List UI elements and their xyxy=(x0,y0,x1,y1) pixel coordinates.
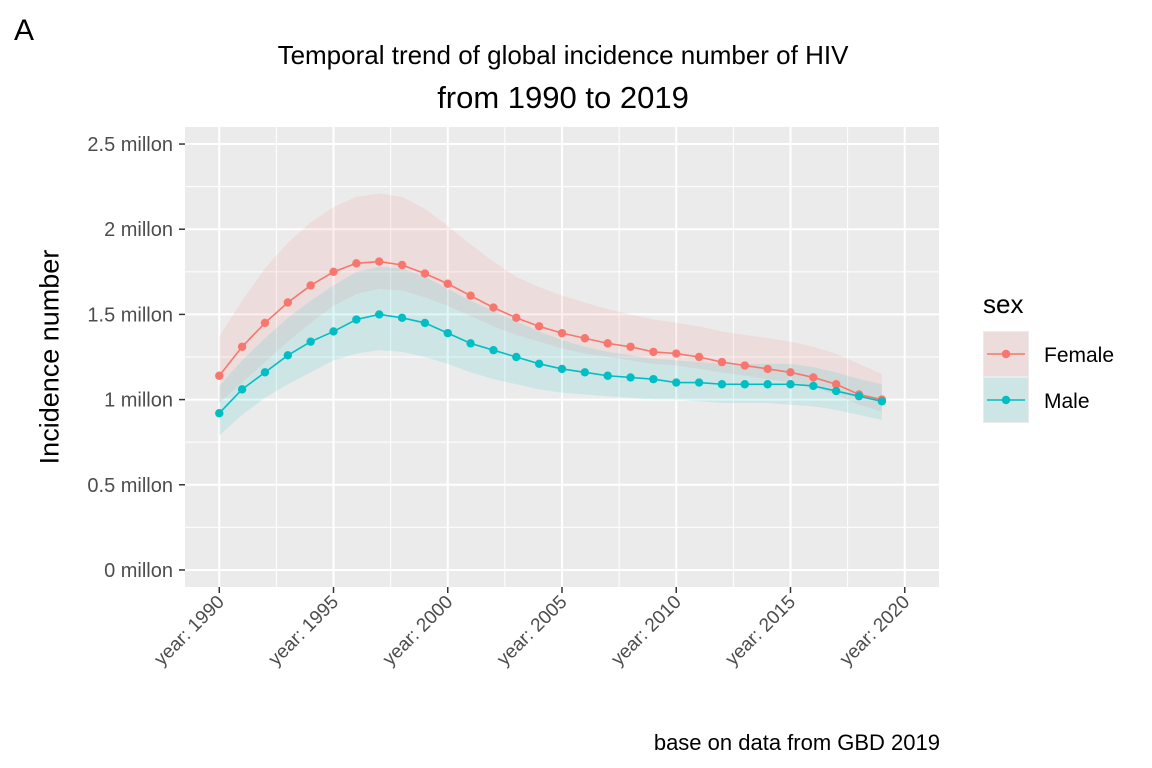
point-male-1993 xyxy=(283,351,293,360)
chart-caption: base on data from GBD 2019 xyxy=(653,730,940,755)
point-male-1998 xyxy=(397,313,407,323)
point-female-2011 xyxy=(694,352,704,362)
y-tick-label: 2.5 millon xyxy=(87,134,173,156)
point-male-2003 xyxy=(512,352,521,362)
point-male-1990 xyxy=(215,409,224,418)
point-male-2009 xyxy=(649,374,658,384)
point-male-1995 xyxy=(329,327,338,336)
point-male-2004 xyxy=(534,359,544,369)
x-tick-label: year: 2010 xyxy=(607,592,685,670)
point-female-2009 xyxy=(649,347,658,357)
point-male-1996 xyxy=(352,315,361,324)
grid-major xyxy=(185,127,939,587)
point-male-1999 xyxy=(420,318,430,328)
point-male-2011 xyxy=(694,378,704,387)
point-male-2005 xyxy=(557,364,567,374)
x-tick-label: year: 1995 xyxy=(265,592,343,670)
point-male-2006 xyxy=(580,368,590,377)
point-male-1992 xyxy=(260,368,270,377)
series-points xyxy=(215,257,887,418)
chart-title: Temporal trend of global incidence numbe… xyxy=(277,40,849,70)
confidence-ribbons xyxy=(219,193,882,436)
legend-key-point-male xyxy=(1001,395,1011,405)
point-female-2003 xyxy=(512,313,521,323)
point-female-1998 xyxy=(397,260,407,270)
point-female-2006 xyxy=(580,334,590,343)
point-female-1996 xyxy=(352,259,361,268)
panel-tag: A xyxy=(14,14,35,47)
point-female-2010 xyxy=(672,349,681,358)
point-female-1992 xyxy=(260,318,270,328)
x-tick-label: year: 2015 xyxy=(722,592,800,670)
point-male-2012 xyxy=(717,380,727,389)
point-female-2015 xyxy=(786,368,795,377)
x-tick-label: year: 2005 xyxy=(493,592,571,670)
y-tick-label: 0 millon xyxy=(104,560,173,582)
point-female-1994 xyxy=(306,281,315,290)
point-male-1991 xyxy=(237,385,247,394)
ribbon-female xyxy=(219,193,882,412)
legend-title: sex xyxy=(983,289,1023,319)
y-tick-label: 1 millon xyxy=(104,390,173,412)
point-female-2002 xyxy=(489,303,498,312)
point-female-2000 xyxy=(443,279,452,288)
point-female-1991 xyxy=(237,342,247,351)
point-female-2001 xyxy=(466,291,475,300)
point-male-2002 xyxy=(489,345,498,355)
point-female-1997 xyxy=(375,257,384,266)
point-female-2016 xyxy=(809,373,818,382)
point-male-2007 xyxy=(603,371,612,380)
point-female-2004 xyxy=(534,322,544,331)
y-tick-label: 0.5 millon xyxy=(87,475,173,497)
legend-key-point-female xyxy=(1001,349,1011,359)
point-female-1995 xyxy=(329,267,338,277)
point-female-2012 xyxy=(717,357,727,367)
point-male-2008 xyxy=(626,373,635,382)
point-male-2016 xyxy=(809,381,818,391)
x-tick-label: year: 2020 xyxy=(836,592,914,670)
point-male-2019 xyxy=(877,397,887,406)
legend-label-female: Female xyxy=(1044,344,1114,367)
point-female-2013 xyxy=(740,361,749,370)
point-male-2010 xyxy=(672,378,681,387)
y-tick-label: 2 millon xyxy=(104,219,173,241)
point-male-2000 xyxy=(443,328,452,338)
point-female-2007 xyxy=(603,339,612,348)
point-female-1990 xyxy=(215,371,224,380)
point-male-2013 xyxy=(740,380,749,389)
legend: sex Female Male xyxy=(983,289,1114,423)
point-female-2017 xyxy=(831,380,841,389)
x-tick-label: year: 1990 xyxy=(150,592,228,670)
point-male-1994 xyxy=(306,337,315,346)
point-female-1993 xyxy=(283,298,293,307)
point-male-2001 xyxy=(466,339,475,348)
x-axis: year: 1990 year: 1995 year: 2000 year: 2005… xyxy=(150,587,914,670)
point-male-2015 xyxy=(786,380,795,389)
chart-subtitle: from 1990 to 2019 xyxy=(437,80,689,115)
point-male-2017 xyxy=(831,386,841,396)
y-axis: 0 millon 0.5 millon 1 millon 1.5 millon 2 mi… xyxy=(87,134,185,582)
legend-label-male: Male xyxy=(1044,390,1090,413)
x-tick-label: year: 2000 xyxy=(379,592,457,670)
point-female-2005 xyxy=(557,328,567,338)
point-female-2014 xyxy=(763,364,772,374)
y-tick-label: 1.5 millon xyxy=(87,304,173,326)
point-male-1997 xyxy=(375,310,384,319)
point-male-2018 xyxy=(854,391,864,401)
point-female-2008 xyxy=(626,342,635,351)
point-male-2014 xyxy=(763,380,772,389)
point-female-1999 xyxy=(420,269,430,278)
ribbon-male xyxy=(219,266,882,436)
